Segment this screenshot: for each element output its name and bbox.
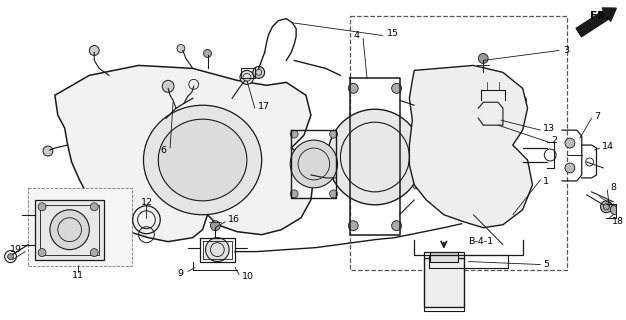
Circle shape	[171, 196, 183, 207]
Circle shape	[330, 130, 337, 138]
Circle shape	[519, 96, 526, 104]
Circle shape	[478, 53, 488, 63]
Bar	[35, 200, 104, 260]
Text: 15: 15	[387, 29, 399, 38]
Circle shape	[162, 80, 174, 92]
Bar	[40, 205, 99, 255]
Circle shape	[290, 190, 298, 198]
Circle shape	[519, 181, 526, 189]
Circle shape	[171, 128, 234, 192]
Circle shape	[348, 221, 358, 231]
Text: 1: 1	[543, 177, 550, 187]
Text: 3: 3	[563, 46, 569, 55]
Circle shape	[50, 210, 90, 250]
Circle shape	[290, 130, 298, 138]
Polygon shape	[55, 65, 314, 242]
Circle shape	[240, 70, 254, 84]
Text: 8: 8	[610, 183, 616, 192]
FancyArrow shape	[576, 8, 616, 37]
Circle shape	[413, 181, 420, 189]
Circle shape	[152, 130, 164, 142]
Circle shape	[90, 249, 98, 257]
Circle shape	[413, 106, 515, 210]
Text: 11: 11	[71, 271, 83, 280]
Text: 14: 14	[602, 141, 614, 151]
Circle shape	[210, 221, 220, 231]
Circle shape	[468, 84, 480, 96]
Text: 10: 10	[242, 272, 254, 281]
Circle shape	[483, 106, 499, 122]
Circle shape	[205, 238, 229, 261]
Circle shape	[203, 50, 212, 58]
Circle shape	[8, 253, 14, 260]
Circle shape	[43, 146, 53, 156]
Text: 17: 17	[258, 102, 270, 111]
Bar	[28, 188, 131, 266]
Text: B-4-1: B-4-1	[468, 237, 493, 246]
Circle shape	[38, 203, 46, 211]
Text: 2: 2	[552, 136, 557, 145]
Circle shape	[253, 67, 265, 78]
Text: 5: 5	[543, 260, 550, 269]
Circle shape	[290, 140, 337, 188]
Text: 16: 16	[228, 215, 240, 224]
Text: 7: 7	[595, 112, 600, 121]
Circle shape	[392, 221, 401, 231]
Circle shape	[222, 113, 234, 124]
Circle shape	[600, 201, 612, 213]
Circle shape	[413, 96, 420, 104]
Polygon shape	[409, 65, 533, 228]
Bar	[351, 16, 567, 269]
Circle shape	[330, 190, 337, 198]
Text: FR.: FR.	[590, 11, 609, 20]
Circle shape	[565, 138, 575, 148]
Circle shape	[90, 203, 98, 211]
Bar	[430, 252, 458, 261]
Text: 12: 12	[140, 198, 153, 207]
Circle shape	[426, 120, 501, 196]
Circle shape	[38, 249, 46, 257]
Circle shape	[442, 136, 485, 180]
Text: 18: 18	[612, 217, 624, 226]
Text: 9: 9	[178, 269, 184, 278]
Circle shape	[241, 178, 253, 190]
Circle shape	[90, 45, 99, 55]
Ellipse shape	[158, 119, 247, 201]
Text: 13: 13	[543, 124, 555, 132]
Text: 19: 19	[11, 245, 23, 254]
Text: 6: 6	[160, 146, 166, 155]
Ellipse shape	[143, 105, 262, 215]
Circle shape	[610, 205, 620, 215]
Circle shape	[177, 44, 185, 52]
Circle shape	[392, 83, 401, 93]
Circle shape	[565, 163, 575, 173]
Circle shape	[327, 109, 422, 205]
Text: 4: 4	[353, 31, 359, 40]
Bar	[424, 258, 463, 307]
Circle shape	[348, 83, 358, 93]
